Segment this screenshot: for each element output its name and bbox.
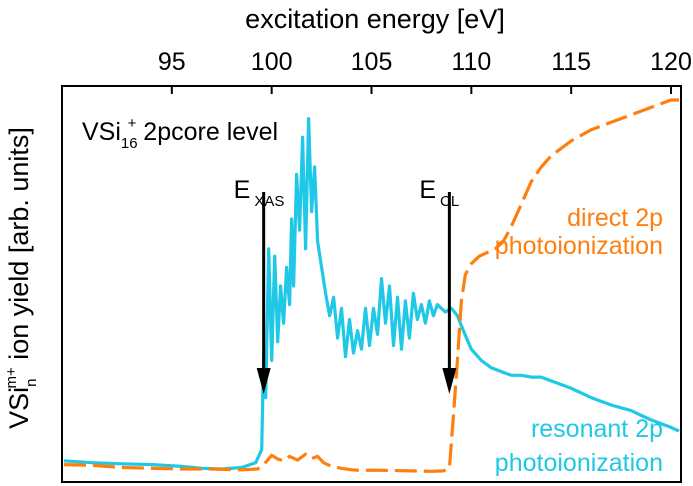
y-axis-title-rest: ion yield [arb. units] — [4, 127, 34, 367]
y-axis-title-prefix: VSi — [4, 387, 34, 429]
resonant-photoionization-line — [63, 117, 680, 471]
energy-marker-label: E CL — [419, 176, 459, 210]
x-axis-title: excitation energy [eV] — [245, 4, 505, 34]
series-label: photoionization — [495, 232, 663, 260]
x-tick-label: 115 — [551, 48, 591, 76]
y-axis-title: VSinm+ ion yield [arb. units] — [3, 127, 40, 429]
series-label: direct 2p — [567, 204, 663, 232]
chart-title-rest: 2pcore level — [136, 118, 278, 146]
energy-markers: E XAS E CL — [234, 176, 459, 394]
x-tick-label: 120 — [650, 48, 692, 76]
x-tick-label: 105 — [351, 48, 393, 76]
y-axis-title-sup: m+ — [3, 367, 20, 388]
series-label: resonant 2p — [531, 415, 663, 443]
x-tick-label: 110 — [451, 48, 491, 76]
x-tick-label: 95 — [158, 48, 186, 76]
x-tick-label: 100 — [251, 48, 293, 76]
series-layer — [63, 98, 680, 473]
energy-marker-arrowhead — [256, 368, 271, 394]
series-label: photoionization — [495, 449, 663, 477]
direct-photoionization-line — [63, 98, 679, 473]
chart-title-sup: + — [128, 115, 137, 132]
energy-marker-label: E XAS — [234, 176, 285, 210]
energy-marker-arrowhead — [442, 368, 457, 394]
chart-title-sub: 16 — [121, 135, 138, 152]
chart-title-main: VSi — [82, 118, 121, 146]
y-axis-title-sub: n — [23, 379, 40, 387]
chart-title: VSi16 + 2pcore level — [82, 115, 278, 152]
x-axis-ticks: 95 100 105 110 115 120 — [158, 48, 692, 94]
